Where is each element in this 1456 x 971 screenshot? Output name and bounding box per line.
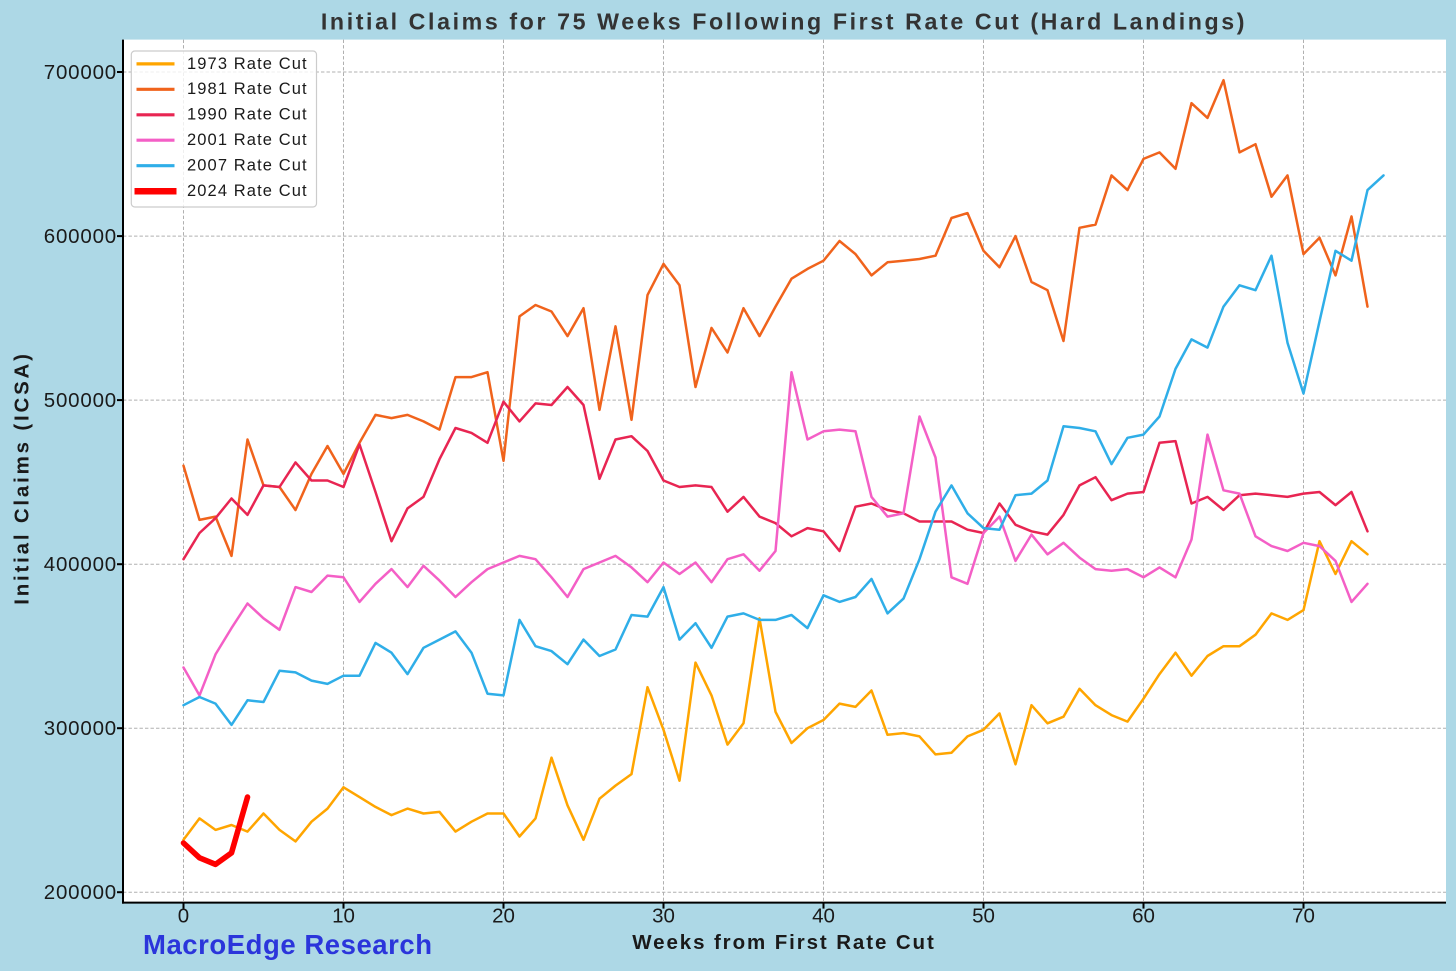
svg-text:2007 Rate Cut: 2007 Rate Cut — [187, 157, 308, 175]
svg-text:Initial Claims (ICSA): Initial Claims (ICSA) — [11, 351, 34, 605]
svg-text:10: 10 — [332, 905, 355, 928]
svg-text:600000: 600000 — [44, 225, 117, 248]
svg-text:50: 50 — [972, 905, 995, 928]
svg-text:1981 Rate Cut: 1981 Rate Cut — [187, 80, 308, 98]
svg-text:1990 Rate Cut: 1990 Rate Cut — [187, 106, 308, 124]
svg-text:60: 60 — [1132, 905, 1155, 928]
svg-text:MacroEdge Research: MacroEdge Research — [143, 929, 433, 960]
svg-text:500000: 500000 — [44, 389, 117, 412]
svg-text:400000: 400000 — [44, 553, 117, 576]
svg-text:Initial Claims for 75 Weeks Fo: Initial Claims for 75 Weeks Following Fi… — [321, 8, 1247, 34]
svg-text:70: 70 — [1292, 905, 1315, 928]
svg-text:1973 Rate Cut: 1973 Rate Cut — [187, 55, 308, 73]
svg-text:2001 Rate Cut: 2001 Rate Cut — [187, 131, 308, 149]
svg-text:Weeks from First Rate Cut: Weeks from First Rate Cut — [632, 931, 935, 954]
svg-text:700000: 700000 — [44, 61, 117, 84]
svg-text:20: 20 — [492, 905, 515, 928]
svg-text:30: 30 — [652, 905, 675, 928]
svg-text:2024 Rate Cut: 2024 Rate Cut — [187, 182, 308, 200]
svg-text:200000: 200000 — [44, 881, 117, 904]
svg-text:0: 0 — [178, 905, 189, 928]
svg-text:40: 40 — [812, 905, 835, 928]
svg-text:300000: 300000 — [44, 717, 117, 740]
